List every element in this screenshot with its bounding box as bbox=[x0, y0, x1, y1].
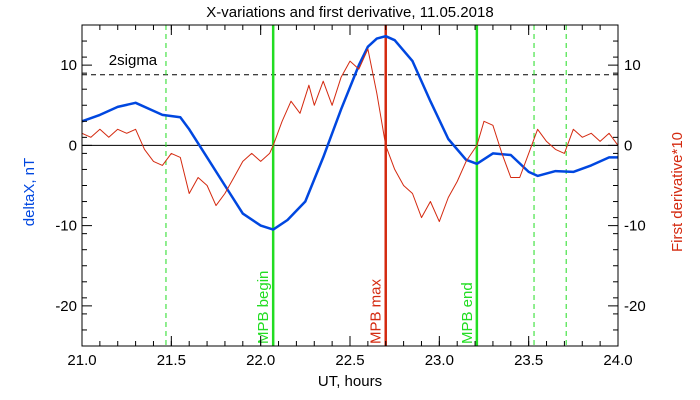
marker-label-mpb-begin: MPB begin bbox=[255, 271, 272, 344]
y-tick-label-right: 10 bbox=[624, 57, 641, 74]
series-line-derivative bbox=[81, 48, 619, 223]
y-tick-label-left: -20 bbox=[55, 298, 77, 315]
y-tick-label-right: 0 bbox=[624, 137, 632, 154]
x-tick-label: 22.5 bbox=[335, 352, 364, 369]
x-tick-label: 21.5 bbox=[157, 352, 186, 369]
y-axis-label-left: deltaX, nT bbox=[21, 158, 38, 226]
x-axis-label: UT, hours bbox=[318, 373, 382, 390]
plot-layer: 2sigma MPB begin MPB max MPB end 21.0 21.5 22.… bbox=[55, 24, 646, 369]
sigma-label: 2sigma bbox=[109, 52, 158, 69]
marker-label-mpb-end: MPB end bbox=[459, 282, 476, 344]
y-tick-label-right: -20 bbox=[624, 298, 646, 315]
y-tick-label-left: -10 bbox=[55, 218, 77, 235]
x-tick-label: 22.0 bbox=[246, 352, 275, 369]
y-tick-label-right: -10 bbox=[624, 218, 646, 235]
marker-label-mpb-max: MPB max bbox=[368, 278, 385, 344]
x-tick-label: 24.0 bbox=[603, 352, 632, 369]
plot-frame bbox=[81, 24, 619, 347]
x-tick-label: 23.5 bbox=[514, 352, 543, 369]
y-tick-label-left: 0 bbox=[69, 137, 77, 154]
series-line-deltaX bbox=[81, 34, 618, 231]
x-tick-label: 23.0 bbox=[425, 352, 454, 369]
y-axis-label-right: First derivative*10 bbox=[669, 132, 686, 252]
y-tick-label-left: 10 bbox=[60, 57, 77, 74]
x-tick-label: 21.0 bbox=[67, 352, 96, 369]
chart-title: X-variations and first derivative, 11.05… bbox=[206, 4, 493, 21]
